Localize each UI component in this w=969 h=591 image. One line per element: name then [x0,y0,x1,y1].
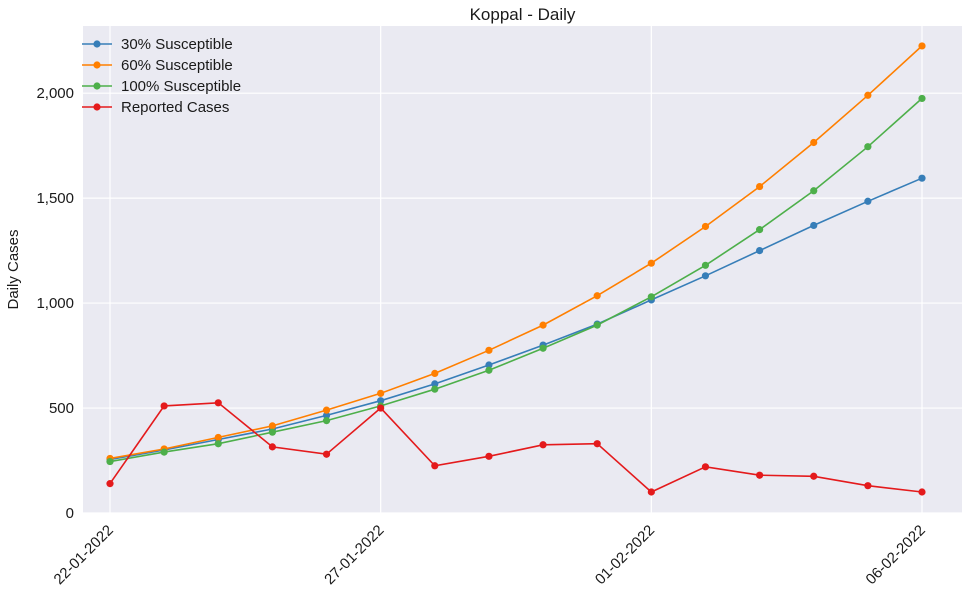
data-point [864,197,872,205]
data-point [160,402,168,410]
legend: 30% Susceptible 60% Susceptible 100% Susce… [82,36,241,116]
data-point [918,488,926,496]
data-point [539,441,547,449]
data-point [647,293,655,301]
data-point [864,91,872,99]
data-point [864,482,872,490]
series-line [109,97,923,463]
data-point [431,462,439,470]
legend-item: 30% Susceptible [82,36,233,53]
y-tick-label: 1,500 [36,190,74,207]
y-tick-label: 0 [66,505,74,522]
data-point [485,452,493,460]
data-point [322,417,331,425]
x-tick-label: 06-02-2022 [863,522,929,588]
data-point [322,406,331,414]
data-point [485,361,493,369]
data-point [593,321,601,329]
data-point [539,344,547,352]
data-point [539,321,547,329]
data-point [485,346,493,354]
data-point [485,366,493,374]
legend-label: 60% Susceptible [121,57,233,74]
data-point [377,389,385,397]
data-point [701,261,710,269]
data-point [756,182,764,191]
legend-label: Reported Cases [121,99,229,116]
series-layer [106,42,926,496]
legend-item: Reported Cases [82,99,229,116]
data-point [593,440,601,448]
data-point [431,385,439,393]
data-point [756,471,764,479]
series-3 [106,399,926,496]
y-tick-label: 1,000 [36,295,74,312]
data-point [106,457,114,466]
data-point [864,143,872,151]
x-tick-label: 22-01-2022 [51,522,117,588]
data-point [918,42,926,50]
data-point [918,174,926,182]
legend-label: 30% Susceptible [121,36,233,53]
x-tick-label: 01-02-2022 [592,522,658,588]
legend-marker [93,40,101,48]
legend-label: 100% Susceptible [121,78,241,95]
data-point [810,138,818,147]
data-point [431,380,439,388]
y-tick-label: 2,000 [36,85,74,102]
data-point [647,488,655,496]
data-point [268,428,276,436]
data-point [701,222,710,231]
data-point [377,397,385,405]
data-point [322,450,331,458]
data-point [268,422,276,430]
y-tick-label: 500 [49,400,74,417]
data-point [810,221,818,230]
data-point [214,440,222,448]
chart-title: Koppal - Daily [470,5,576,24]
y-axis-title: Daily Cases [5,229,22,309]
data-point [268,443,276,451]
data-point [431,369,439,378]
legend-marker [93,103,101,111]
data-point [377,404,385,412]
legend-item: 60% Susceptible [82,57,233,74]
data-point [701,272,710,280]
data-point [160,448,168,456]
data-point [701,463,710,471]
series-line [109,401,923,493]
data-point [322,411,331,419]
data-point [810,187,818,195]
data-point [106,480,114,488]
data-point [214,399,222,407]
data-point [918,94,926,103]
data-point [756,247,764,255]
grid [83,26,962,514]
x-tick-label: 27-01-2022 [321,522,387,588]
data-point [810,472,818,480]
legend-item: 100% Susceptible [82,78,241,95]
data-point [593,292,601,300]
data-point [647,259,655,267]
plot-background [83,26,962,513]
legend-marker [93,82,101,90]
series-line [109,177,923,461]
legend-marker [93,61,101,69]
data-point [756,226,764,234]
data-point [214,433,222,442]
series-line [109,45,923,460]
